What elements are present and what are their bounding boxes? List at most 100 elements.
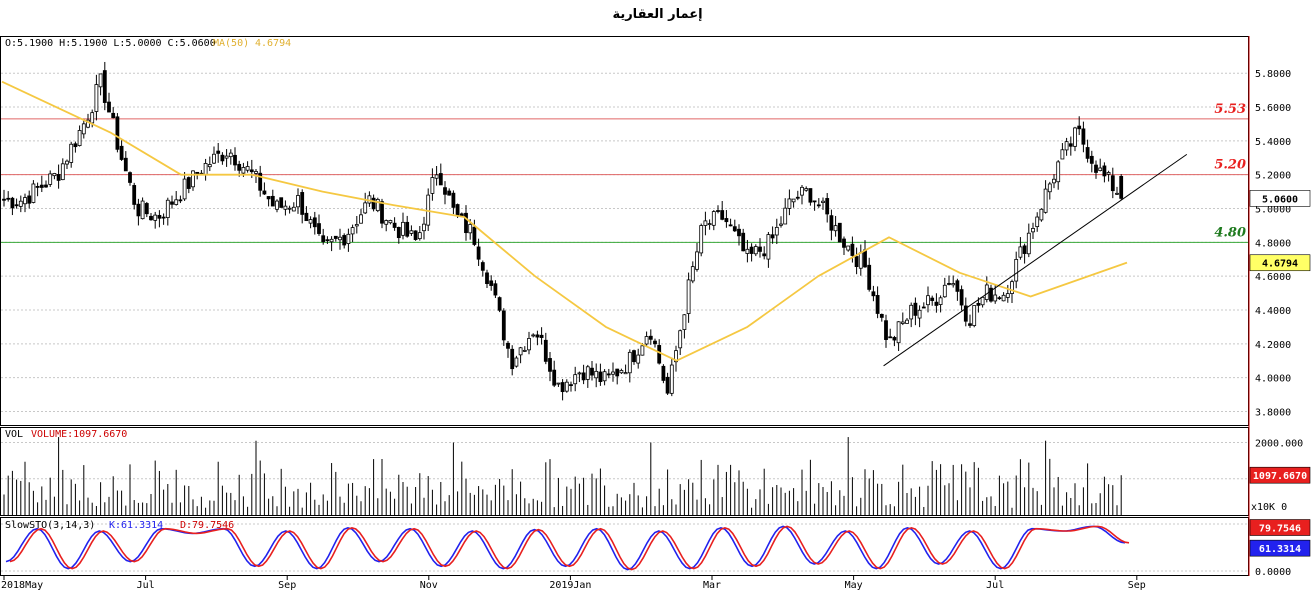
candle-body — [510, 348, 515, 370]
candle-body — [233, 154, 237, 166]
candle-body — [497, 297, 502, 311]
candle-body — [1068, 143, 1073, 147]
vol-label: VOL — [5, 429, 23, 440]
candle-body — [577, 372, 582, 375]
candle-body — [468, 224, 473, 234]
candle-body — [207, 164, 212, 168]
candle-body — [338, 236, 342, 241]
volume-readout: VOLUME:1097.6670 — [31, 429, 127, 440]
candle-body — [237, 163, 242, 171]
candle-body — [753, 246, 758, 255]
candle-body — [1085, 147, 1090, 159]
candle-body — [774, 226, 779, 236]
candle-body — [123, 157, 128, 172]
candle-body — [749, 246, 754, 254]
candle-body — [892, 337, 897, 341]
price-tick-label: 4.6000 — [1255, 272, 1291, 283]
candle-body — [107, 101, 111, 113]
candle-body — [766, 234, 771, 260]
candle-body — [804, 188, 809, 191]
candle-body — [732, 226, 737, 232]
candle-body — [888, 336, 893, 339]
price-tick-label: 5.8000 — [1255, 69, 1291, 80]
x-tick-label: 2019Jan — [549, 580, 591, 591]
candle-body — [191, 170, 195, 188]
candle-body — [380, 201, 384, 224]
candle-body — [720, 210, 725, 220]
candle-body — [1014, 259, 1019, 282]
candle-body — [6, 197, 11, 200]
ohlc-readout: O:5.1900 H:5.1900 L:5.0000 C:5.0600 — [5, 38, 216, 49]
candle-body — [1115, 192, 1119, 195]
candle-body — [984, 284, 989, 300]
candle-body — [598, 371, 603, 383]
candle-body — [695, 251, 699, 270]
candle-body — [909, 304, 914, 320]
candle-body — [275, 200, 279, 210]
candle-body — [266, 196, 271, 200]
candle-body — [178, 199, 183, 202]
ma-label: MA(50) — [213, 38, 249, 49]
candle-body — [10, 197, 15, 209]
candle-body — [401, 221, 405, 236]
volume-value-flag-box — [1249, 466, 1311, 484]
candle-body — [968, 323, 972, 326]
price-tick-label: 4.0000 — [1255, 374, 1291, 385]
candle-body — [485, 272, 489, 284]
candle-body — [216, 150, 221, 154]
candle-body — [77, 130, 82, 146]
candle-body — [329, 238, 334, 243]
candle-body — [459, 213, 464, 217]
level-label: 4.80 — [1214, 225, 1246, 240]
candle-body — [69, 143, 74, 163]
candle-body — [850, 243, 855, 256]
candle-body — [884, 320, 888, 340]
volume-value-flag: 1097.6670 — [1253, 471, 1307, 482]
candle-body — [942, 284, 947, 298]
candle-body — [535, 334, 540, 338]
candle-body — [569, 384, 573, 387]
candle-body — [249, 169, 254, 173]
candle-body — [396, 227, 401, 239]
last-price-flag-box — [1249, 190, 1311, 207]
ma-value-flag-box — [1249, 254, 1311, 272]
sto-label: SlowSTO(3,14,3) — [5, 520, 95, 531]
candle-body — [287, 207, 292, 210]
candle-body — [241, 167, 246, 174]
volume-tick-label: x10K 0 — [1251, 502, 1287, 513]
candle-body — [23, 197, 27, 205]
candle-body — [615, 368, 620, 377]
candle-body — [128, 172, 132, 183]
candle-body — [182, 178, 187, 200]
candle-body — [665, 376, 670, 394]
level-label: 5.53 — [1214, 102, 1246, 117]
candle-body — [514, 357, 519, 367]
d-value-flag: 79.7546 — [1259, 524, 1301, 535]
candle-body — [762, 253, 767, 257]
candle-body — [741, 232, 746, 252]
candle-body — [573, 374, 578, 385]
volume-pane — [0, 427, 1249, 516]
candle-body — [951, 283, 956, 286]
level-label: 5.20 — [1214, 158, 1246, 173]
candle-body — [455, 204, 460, 217]
candle-body — [375, 198, 380, 212]
candle-body — [955, 280, 960, 292]
candle-body — [707, 223, 712, 226]
candle-body — [627, 351, 632, 374]
candle-body — [493, 283, 498, 296]
candle-body — [186, 177, 191, 189]
chart-title: إعمار العقارية — [612, 7, 703, 22]
candle-body — [556, 382, 561, 385]
candle-body — [590, 367, 594, 376]
candle-body — [476, 246, 481, 260]
x-tick-label: Jul — [137, 580, 155, 591]
candle-body — [170, 201, 174, 205]
candle-body — [900, 321, 905, 324]
candle-body — [938, 297, 943, 305]
candle-body — [879, 313, 884, 318]
candle-body — [1001, 294, 1006, 302]
candle-body — [619, 370, 624, 374]
candle-body — [585, 366, 590, 380]
candle-body — [564, 381, 569, 392]
